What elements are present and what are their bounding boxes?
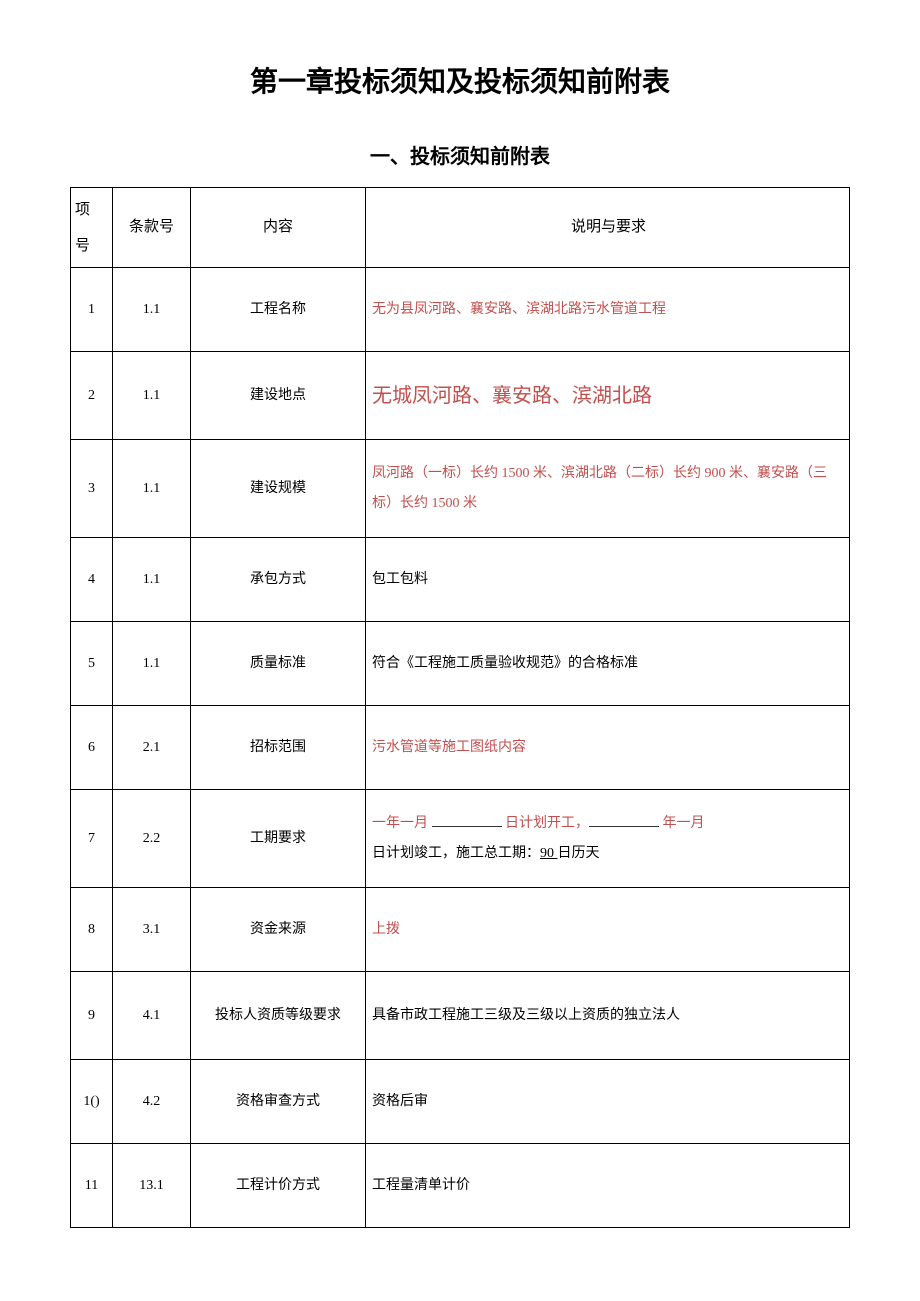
cell-clause: 1.1: [113, 538, 191, 622]
table-row: 83.1资金来源上拨: [71, 888, 850, 972]
hdr-req: 说明与要求: [366, 188, 850, 268]
cell-index: 5: [71, 622, 113, 706]
table-body: 11.1工程名称无为县凤河路、襄安路、滨湖北路污水管道工程21.1建设地点无城凤…: [71, 268, 850, 1228]
cell-content: 工程名称: [191, 268, 366, 352]
table-row: 62.1招标范围污水管道等施工图纸内容: [71, 706, 850, 790]
cell-clause: 1.1: [113, 440, 191, 538]
table-row: 94.1投标人资质等级要求具备市政工程施工三级及三级以上资质的独立法人: [71, 972, 850, 1060]
table-row: 31.1建设规模凤河路（一标）长约 1500 米、滨湖北路（二标）长约 900 …: [71, 440, 850, 538]
cell-index: 1(): [71, 1060, 113, 1144]
cell-content: 质量标准: [191, 622, 366, 706]
cell-requirement: 无为县凤河路、襄安路、滨湖北路污水管道工程: [366, 268, 850, 352]
cell-requirement: 上拨: [366, 888, 850, 972]
cell-clause: 1.1: [113, 622, 191, 706]
cell-content: 资金来源: [191, 888, 366, 972]
cell-content: 承包方式: [191, 538, 366, 622]
cell-clause: 1.1: [113, 352, 191, 440]
cell-content: 资格审查方式: [191, 1060, 366, 1144]
cell-requirement: 资格后审: [366, 1060, 850, 1144]
hdr-content: 内容: [191, 188, 366, 268]
table-row: 1113.1工程计价方式工程量清单计价: [71, 1144, 850, 1228]
cell-requirement: 一年一月 日计划开工， 年一月日计划竣工，施工总工期：90 日历天: [366, 790, 850, 888]
cell-index: 3: [71, 440, 113, 538]
cell-clause: 2.1: [113, 706, 191, 790]
hdr-index-l2: 号: [75, 238, 90, 254]
cell-requirement: 无城凤河路、襄安路、滨湖北路: [366, 352, 850, 440]
hdr-index: 项 号: [71, 188, 113, 268]
cell-requirement: 凤河路（一标）长约 1500 米、滨湖北路（二标）长约 900 米、襄安路（三标…: [366, 440, 850, 538]
table-row: 11.1工程名称无为县凤河路、襄安路、滨湖北路污水管道工程: [71, 268, 850, 352]
table-row: 41.1承包方式包工包料: [71, 538, 850, 622]
hdr-index-l1: 项: [75, 202, 90, 218]
section-title: 一、投标须知前附表: [70, 140, 850, 169]
cell-clause: 4.1: [113, 972, 191, 1060]
table-row: 21.1建设地点无城凤河路、襄安路、滨湖北路: [71, 352, 850, 440]
cell-index: 1: [71, 268, 113, 352]
bidder-notice-table: 项 号 条款号 内容 说明与要求 11.1工程名称无为县凤河路、襄安路、滨湖北路…: [70, 187, 850, 1228]
table-row: 1()4.2资格审查方式资格后审: [71, 1060, 850, 1144]
cell-content: 工期要求: [191, 790, 366, 888]
cell-requirement: 污水管道等施工图纸内容: [366, 706, 850, 790]
cell-clause: 3.1: [113, 888, 191, 972]
cell-clause: 1.1: [113, 268, 191, 352]
table-row: 51.1质量标准符合《工程施工质量验收规范》的合格标准: [71, 622, 850, 706]
cell-requirement: 工程量清单计价: [366, 1144, 850, 1228]
cell-clause: 13.1: [113, 1144, 191, 1228]
cell-index: 8: [71, 888, 113, 972]
cell-index: 7: [71, 790, 113, 888]
cell-content: 建设规模: [191, 440, 366, 538]
cell-index: 9: [71, 972, 113, 1060]
cell-content: 投标人资质等级要求: [191, 972, 366, 1060]
cell-requirement: 包工包料: [366, 538, 850, 622]
cell-clause: 2.2: [113, 790, 191, 888]
chapter-title: 第一章投标须知及投标须知前附表: [70, 60, 850, 100]
cell-requirement: 具备市政工程施工三级及三级以上资质的独立法人: [366, 972, 850, 1060]
cell-index: 4: [71, 538, 113, 622]
cell-content: 建设地点: [191, 352, 366, 440]
cell-clause: 4.2: [113, 1060, 191, 1144]
cell-content: 工程计价方式: [191, 1144, 366, 1228]
cell-index: 2: [71, 352, 113, 440]
cell-requirement: 符合《工程施工质量验收规范》的合格标准: [366, 622, 850, 706]
cell-index: 6: [71, 706, 113, 790]
table-row: 72.2工期要求一年一月 日计划开工， 年一月日计划竣工，施工总工期：90 日历…: [71, 790, 850, 888]
hdr-clause: 条款号: [113, 188, 191, 268]
cell-index: 11: [71, 1144, 113, 1228]
cell-content: 招标范围: [191, 706, 366, 790]
table-header-row: 项 号 条款号 内容 说明与要求: [71, 188, 850, 268]
